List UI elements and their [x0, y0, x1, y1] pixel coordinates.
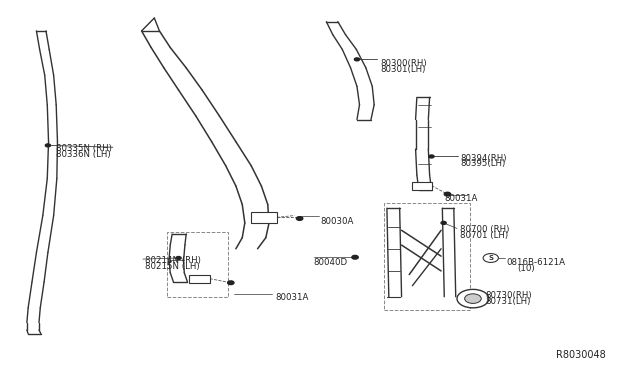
- Text: S: S: [488, 255, 493, 261]
- Text: 80395(LH): 80395(LH): [460, 160, 506, 169]
- Text: 80040D: 80040D: [314, 258, 348, 267]
- Text: 80730(RH): 80730(RH): [486, 291, 532, 300]
- Circle shape: [441, 221, 446, 224]
- Text: 80700 (RH): 80700 (RH): [460, 225, 509, 234]
- Text: 80214N (RH): 80214N (RH): [145, 256, 200, 265]
- Text: 80031A: 80031A: [444, 194, 477, 203]
- Text: 0816B-6121A: 0816B-6121A: [507, 259, 566, 267]
- Circle shape: [457, 289, 489, 308]
- Text: 80031A: 80031A: [275, 293, 308, 302]
- FancyBboxPatch shape: [251, 212, 276, 223]
- Text: 80336N (LH): 80336N (LH): [56, 150, 110, 159]
- Text: R8030048: R8030048: [556, 350, 605, 360]
- Text: 80030A: 80030A: [320, 217, 353, 226]
- Circle shape: [228, 281, 234, 285]
- Text: 80701 (LH): 80701 (LH): [460, 231, 508, 240]
- FancyBboxPatch shape: [189, 275, 210, 283]
- Circle shape: [465, 294, 481, 304]
- Circle shape: [45, 144, 51, 147]
- Text: 80215N (LH): 80215N (LH): [145, 262, 200, 271]
- Circle shape: [296, 217, 303, 220]
- Circle shape: [176, 257, 181, 260]
- Circle shape: [483, 254, 499, 262]
- FancyBboxPatch shape: [412, 182, 431, 190]
- Circle shape: [429, 155, 434, 158]
- Circle shape: [352, 256, 358, 259]
- Circle shape: [355, 58, 360, 61]
- Text: (10): (10): [518, 264, 535, 273]
- Text: 80394(RH): 80394(RH): [460, 154, 507, 163]
- Text: 80301(LH): 80301(LH): [381, 65, 426, 74]
- Text: 80335N (RH): 80335N (RH): [56, 144, 111, 153]
- Circle shape: [444, 192, 451, 196]
- Text: 80300(RH): 80300(RH): [381, 59, 427, 68]
- Text: 80731(LH): 80731(LH): [486, 297, 531, 306]
